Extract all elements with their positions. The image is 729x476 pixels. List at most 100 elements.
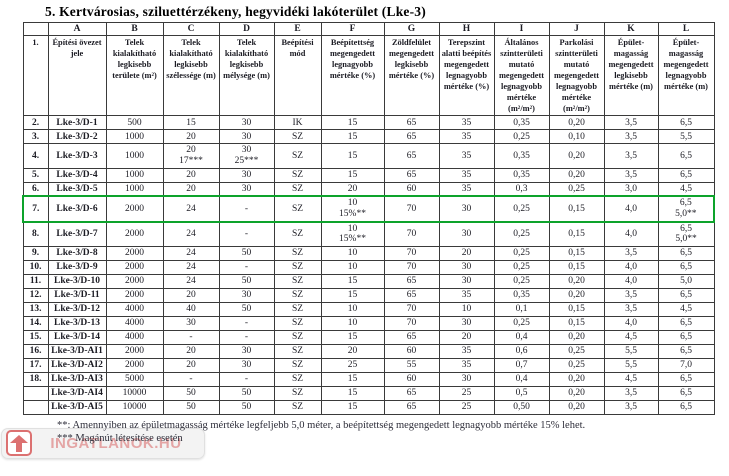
table-cell: 0,6 xyxy=(493,343,550,359)
table-cell: SZ xyxy=(273,357,322,373)
table-cell: 60 xyxy=(383,181,440,197)
table-cell: 30 xyxy=(438,195,495,223)
table-cell: 20 xyxy=(438,329,495,345)
table-cell: 50 xyxy=(218,273,275,289)
row-number xyxy=(22,399,49,415)
table-row: Lke-3/D-AI4 10000 50 50 SZ 15 65 25 0,5 0,20 3,5 6,… xyxy=(22,385,715,401)
table-cell: 30 xyxy=(218,343,275,359)
table-cell: 1000 xyxy=(105,143,164,169)
table-cell: 25 xyxy=(438,385,495,401)
table-cell: 65 xyxy=(383,399,440,415)
table-cell: 3,5 xyxy=(603,143,659,169)
table-cell: 30 25*** xyxy=(218,143,275,169)
table-cell: 0,25 xyxy=(548,181,605,197)
header-cell: Beépítettség megengedett legnagyobb mért… xyxy=(320,34,385,117)
table-cell: 40 xyxy=(162,301,220,317)
table-cell: 2000 xyxy=(105,259,164,275)
table-cell: 6,5 xyxy=(657,167,715,183)
header-cell: Épület-magasság megengedett legnagyobb m… xyxy=(657,34,715,117)
zone-id-cell: Lke-3/D-6 xyxy=(47,195,107,223)
row-number: 9. xyxy=(22,245,49,261)
header-cell: Zöldfelület megengedett legkisebb mérték… xyxy=(383,34,440,117)
page-title: 5. Kertvárosias, sziluettérzékeny, hegyv… xyxy=(45,4,426,19)
table-cell: SZ xyxy=(273,343,322,359)
table-cell: 3,5 xyxy=(603,129,659,145)
header-cell: Telek kialakítható legkisebb mélysége (m… xyxy=(218,34,275,117)
table-cell: 25 xyxy=(438,399,495,415)
table-cell: 4,0 xyxy=(603,315,659,331)
table-row: 3. Lke-3/D-2 1000 20 30 SZ 15 65 35 0,25 0,10 3,5 5,… xyxy=(22,129,715,145)
row-number: 12. xyxy=(22,287,49,303)
table-cell: 65 xyxy=(383,143,440,169)
table-cell: 70 xyxy=(383,245,440,261)
table-cell: SZ xyxy=(273,181,322,197)
table-cell: 20 xyxy=(162,343,220,359)
table-cell: 0,4 xyxy=(493,371,550,387)
zone-id-cell: Lke-3/D-2 xyxy=(47,129,107,145)
table-row: 13. Lke-3/D-12 4000 40 50 SZ 10 70 10 0,1 0,15 3,5 4… xyxy=(22,301,715,317)
table-cell: 30 xyxy=(162,315,220,331)
table-cell: 0,15 xyxy=(548,221,605,247)
table-cell: 0,20 xyxy=(548,115,605,131)
table-cell: 55 xyxy=(383,357,440,373)
row-number: 13. xyxy=(22,301,49,317)
table-cell: SZ xyxy=(273,385,322,401)
table-cell: - xyxy=(218,329,275,345)
table-cell: 0,35 xyxy=(493,115,550,131)
zone-id-cell: Lke-3/D-14 xyxy=(47,329,107,345)
table-cell: 35 xyxy=(438,181,495,197)
table-cell: 35 xyxy=(438,357,495,373)
table-cell: 5000 xyxy=(105,371,164,387)
table-cell: 10000 xyxy=(105,399,164,415)
table-cell: 70 xyxy=(383,301,440,317)
zone-id-cell: Lke-3/D-AI3 xyxy=(47,371,107,387)
table-cell: 15 xyxy=(320,167,385,183)
column-letter: I xyxy=(493,22,550,36)
table-cell: 0,15 xyxy=(548,245,605,261)
table-cell: 20 xyxy=(438,245,495,261)
table-cell: 0,20 xyxy=(548,371,605,387)
table-cell: 0,25 xyxy=(493,221,550,247)
table-cell: 35 xyxy=(438,129,495,145)
header-row-number: 1. xyxy=(22,34,49,117)
table-cell: SZ xyxy=(273,287,322,303)
table-cell: 30 xyxy=(438,315,495,331)
table-row: 15. Lke-3/D-14 4000- - SZ 15 65 20 0,4 0,20 4,5 6,5 xyxy=(22,329,715,345)
table-cell: 4,0 xyxy=(603,259,659,275)
table-row: 2. Lke-3/D-1 500 15 30 IK 15 65 35 0,35 0,20 3,5 6,5 xyxy=(22,115,715,131)
table-cell: 3,5 xyxy=(603,287,659,303)
table-cell: 0,25 xyxy=(493,195,550,223)
row-number: 5. xyxy=(22,167,49,183)
column-letter: L xyxy=(657,22,715,36)
zone-id-cell: Lke-3/D-11 xyxy=(47,287,107,303)
table-cell: 24 xyxy=(162,259,220,275)
table-cell: 0,7 xyxy=(493,357,550,373)
table-cell: 4,0 xyxy=(603,273,659,289)
table-cell: 30 xyxy=(218,287,275,303)
table-cell: 2000 xyxy=(105,357,164,373)
table-cell: 35 xyxy=(438,115,495,131)
table-cell: 30 xyxy=(218,181,275,197)
table-cell: SZ xyxy=(273,245,322,261)
table-cell: SZ xyxy=(273,143,322,169)
table-cell: 2000 xyxy=(105,287,164,303)
table-row: 9. Lke-3/D-8 2000 24 50 SZ 10 70 20 0,25 0,15 3,5 6,… xyxy=(22,245,715,261)
row-number: 17. xyxy=(22,357,49,373)
table-cell: 500 xyxy=(105,115,164,131)
table-cell: SZ xyxy=(273,301,322,317)
table-cell: 4000 xyxy=(105,315,164,331)
table-cell: 3,5 xyxy=(603,301,659,317)
table-cell: 2000 xyxy=(105,343,164,359)
row-number: 3. xyxy=(22,129,49,145)
table-cell: 60 xyxy=(383,343,440,359)
table-cell: 0,10 xyxy=(548,129,605,145)
table-cell: 35 xyxy=(438,143,495,169)
table-cell: 0,20 xyxy=(548,385,605,401)
table-cell: 3,5 xyxy=(603,115,659,131)
table-cell: 15 xyxy=(320,399,385,415)
table-cell: 50 xyxy=(218,399,275,415)
table-cell: 2000 xyxy=(105,245,164,261)
column-letter: E xyxy=(273,22,322,36)
